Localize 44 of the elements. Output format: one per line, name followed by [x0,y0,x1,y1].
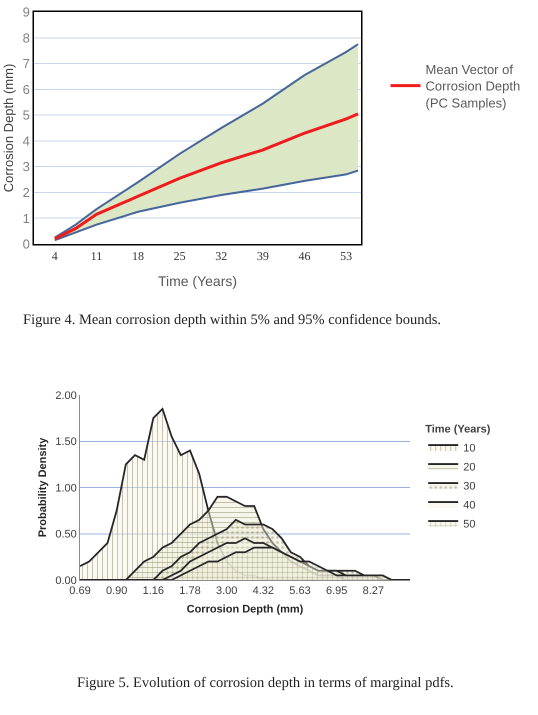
x-tick-label: 46 [298,248,311,263]
y-tick-label: 7 [22,56,30,72]
x-tick-label: 1.16 [142,585,164,598]
y-tick-label: 0.00 [55,574,77,587]
caption: Figure 4. Mean corrosion depth within 5% and 95% confidence bounds. [23,312,441,328]
y-tick-label: 0.50 [55,528,77,541]
x-tick-label: 18 [132,248,144,263]
x-tick-label: 6.95 [326,585,348,598]
x-tick-label: 32 [215,248,228,263]
legend-label: 30 [463,480,476,492]
x-tick-label: 1.78 [179,585,201,598]
y-tick-label: 2 [22,184,30,200]
legend-label: 10 [463,442,476,454]
y-tick-label: 0 [22,236,30,252]
y-tick-label: 1.00 [55,482,77,494]
legend-title: Time (Years) [425,424,491,436]
x-tick-label: 4.32 [252,585,274,598]
x-tick-label: 25 [174,248,186,263]
legend-label: 50 [463,518,476,530]
x-tick-label: 0.90 [106,585,128,598]
x-tick-label: 5.63 [289,585,311,598]
y-tick-label: 5 [22,108,30,123]
x-tick-label: 53 [340,248,352,263]
y-tick-label: 4 [22,133,30,148]
caption: Figure 5. Evolution of corrosion depth in terms of marginal pdfs. [77,675,454,691]
y-tick-label: 1.50 [55,436,77,448]
x-tick-label: 3.00 [216,585,238,598]
x-tick-label: 8.27 [362,585,384,598]
y-tick-label: 2.00 [55,390,77,402]
y-tick-label: 9 [22,4,30,20]
y-axis-title: Probability Density [37,436,50,538]
x-tick-label: 39 [256,248,269,263]
y-tick-label: 3 [22,159,30,174]
legend-label: 40 [463,499,476,512]
y-axis-title: Corrosion Depth (mm) [0,64,16,192]
x-axis-title: Corrosion Depth (mm) [186,603,304,616]
legend-label: Mean Vector of Corrosion Depth (PC Samples) [426,62,520,111]
legend-label: 20 [463,461,476,474]
x-tick-label: 0.69 [69,585,91,598]
y-tick-label: 1 [22,210,30,226]
x-tick-label: 11 [90,248,102,263]
y-tick-label: 6 [22,82,30,97]
x-axis-title: Time (Years) [158,272,238,289]
y-tick-label: 8 [22,30,30,46]
